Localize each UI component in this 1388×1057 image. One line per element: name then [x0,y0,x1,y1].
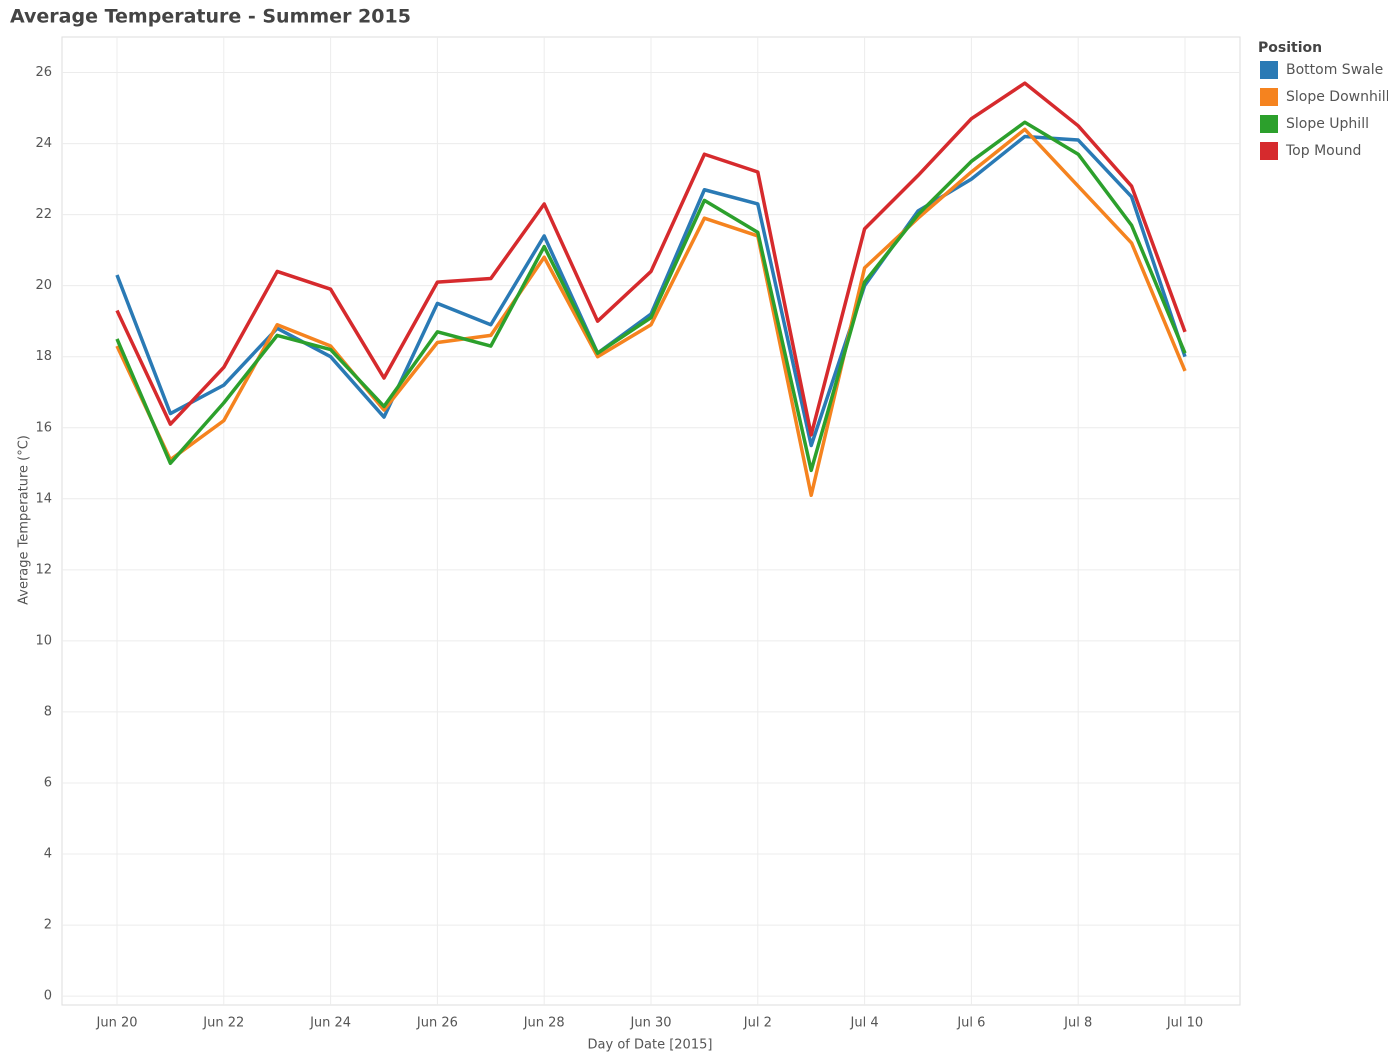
x-tick-label: Jun 30 [630,1016,672,1031]
y-tick-label: 24 [35,136,52,151]
y-tick-label: 16 [35,420,52,435]
legend-swatch [1260,142,1278,160]
y-tick-label: 20 [35,278,52,293]
legend-label: Bottom Swale [1286,62,1383,78]
legend-title: Position [1258,40,1322,56]
series-line [115,120,1187,473]
x-tick-label: Jul 8 [1063,1016,1092,1031]
y-tick-label: 26 [35,65,52,80]
y-tick-label: 18 [35,349,52,364]
x-tick-label: Jun 28 [523,1016,565,1031]
x-tick-label: Jun 22 [202,1016,244,1031]
y-tick-label: 0 [44,989,52,1004]
x-tick-label: Jul 6 [956,1016,985,1031]
legend-swatch [1260,115,1278,133]
x-tick-label: Jun 26 [416,1016,458,1031]
x-tick-label: Jul 10 [1166,1016,1203,1031]
x-tick-label: Jun 20 [96,1016,138,1031]
y-tick-label: 8 [44,704,52,719]
y-tick-label: 10 [35,633,52,648]
x-tick-label: Jul 2 [743,1016,772,1031]
y-tick-label: 6 [44,775,52,790]
y-tick-label: 4 [44,847,52,862]
y-tick-label: 14 [35,491,52,506]
series-line [115,127,1187,497]
y-tick-label: 22 [35,207,52,222]
y-tick-label: 12 [35,562,52,577]
legend-label: Slope Downhill [1286,89,1388,105]
y-tick-label: 2 [44,918,52,933]
legend-swatch [1260,88,1278,106]
y-axis-title: Average Temperature (°C) [17,435,32,605]
series-line [115,81,1187,437]
x-axis-title: Day of Date [2015] [588,1038,713,1053]
x-tick-label: Jun 24 [309,1016,351,1031]
legend-label: Slope Uphill [1286,116,1369,132]
legend-label: Top Mound [1285,143,1361,159]
legend-swatch [1260,61,1278,79]
chart-title: Average Temperature - Summer 2015 [10,6,411,28]
x-tick-label: Jul 4 [850,1016,879,1031]
